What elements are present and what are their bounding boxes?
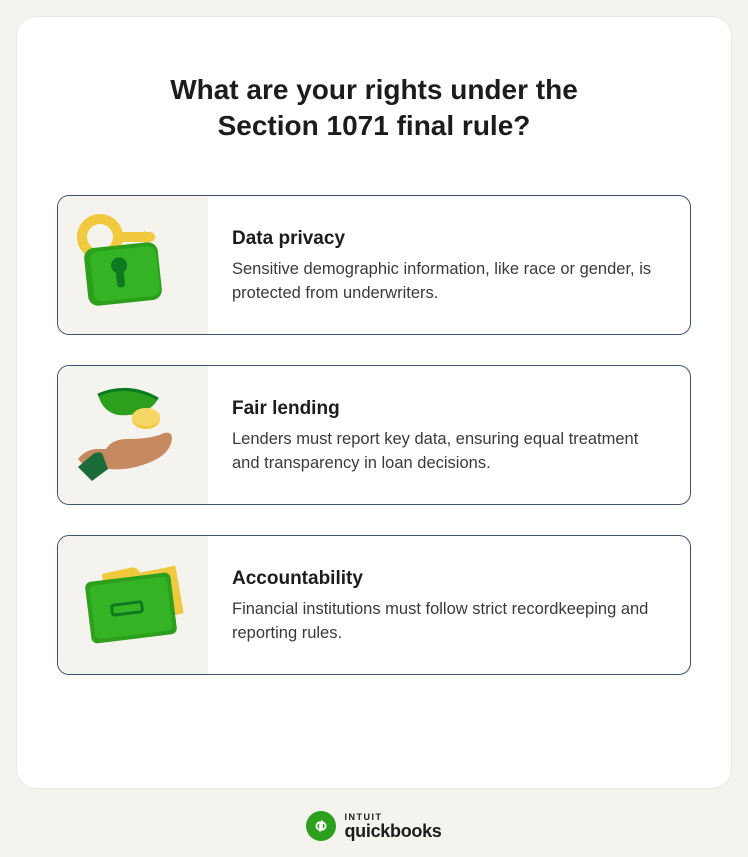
text-cell: Fair lending Lenders must report key dat… — [208, 366, 690, 504]
title-line-1: What are your rights under the — [170, 74, 578, 105]
info-card: What are your rights under the Section 1… — [16, 16, 732, 789]
list-item: Data privacy Sensitive demographic infor… — [57, 195, 691, 335]
quickbooks-logo-icon — [306, 811, 336, 841]
icon-cell — [58, 366, 208, 504]
item-description: Financial institutions must follow stric… — [232, 598, 666, 646]
text-cell: Data privacy Sensitive demographic infor… — [208, 196, 690, 334]
lock-key-icon — [78, 207, 188, 322]
brand-text: INTUIT quickbooks — [344, 813, 441, 840]
item-heading: Fair lending — [232, 398, 666, 420]
item-description: Lenders must report key data, ensuring e… — [232, 428, 666, 476]
hand-money-icon — [78, 377, 188, 492]
item-heading: Data privacy — [232, 228, 666, 250]
title-line-2: Section 1071 final rule? — [218, 110, 531, 141]
items-list: Data privacy Sensitive demographic infor… — [57, 195, 691, 675]
folder-icon — [78, 547, 188, 662]
brand-name-bottom: quickbooks — [344, 822, 441, 840]
item-description: Sensitive demographic information, like … — [232, 258, 666, 306]
text-cell: Accountability Financial institutions mu… — [208, 536, 690, 674]
page-title: What are your rights under the Section 1… — [57, 72, 691, 145]
icon-cell — [58, 536, 208, 674]
icon-cell — [58, 196, 208, 334]
list-item: Accountability Financial institutions mu… — [57, 535, 691, 675]
footer-brand: INTUIT quickbooks — [306, 811, 441, 841]
item-heading: Accountability — [232, 568, 666, 590]
list-item: Fair lending Lenders must report key dat… — [57, 365, 691, 505]
